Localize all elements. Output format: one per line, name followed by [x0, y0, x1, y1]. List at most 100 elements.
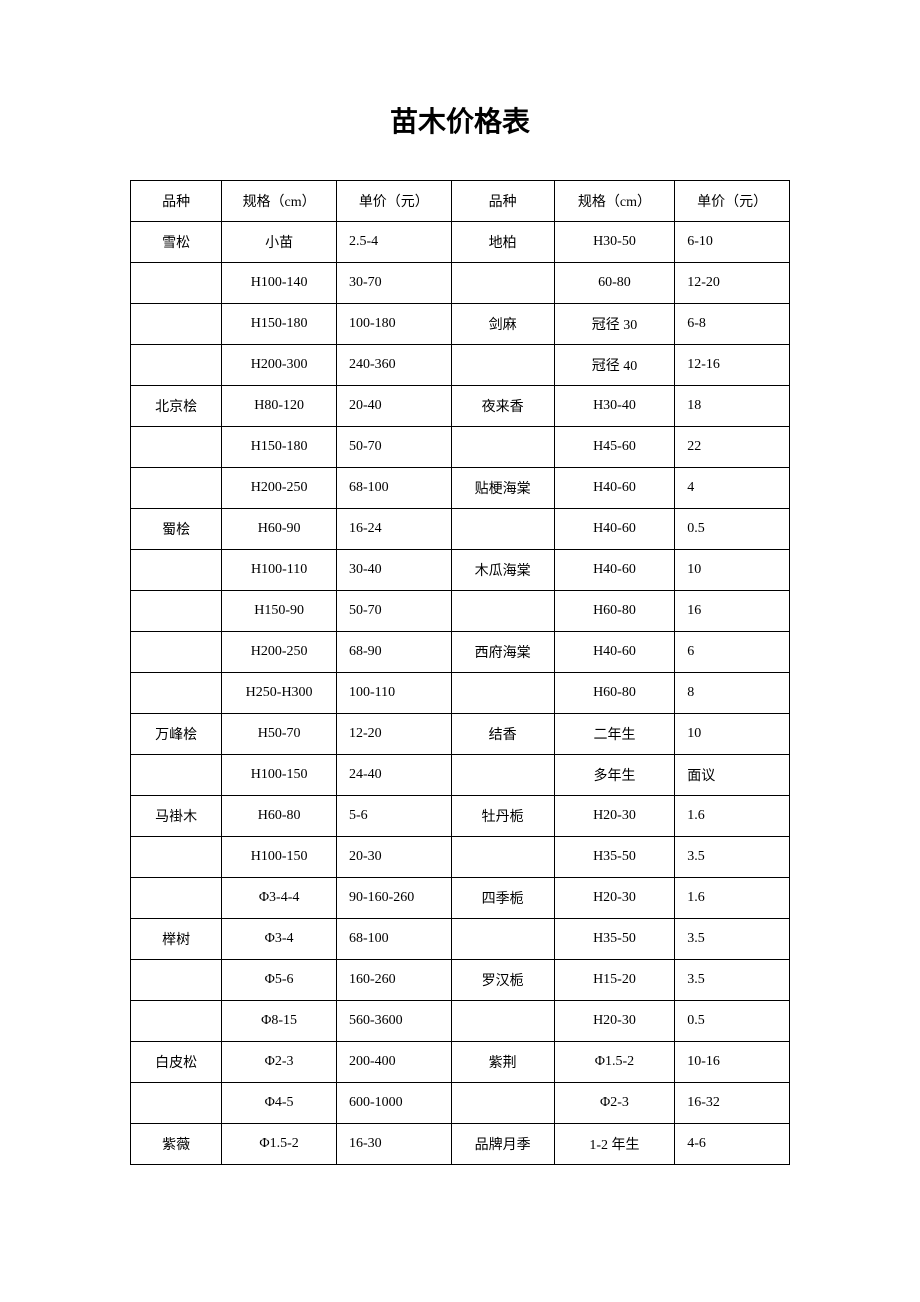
table-cell: 4	[675, 468, 790, 509]
table-cell: 蜀桧	[131, 509, 222, 550]
table-cell: H30-50	[554, 222, 675, 263]
table-cell	[131, 755, 222, 796]
table-cell	[451, 591, 554, 632]
table-cell: 100-110	[336, 673, 451, 714]
table-cell: 4-6	[675, 1124, 790, 1165]
table-cell	[131, 263, 222, 304]
price-table: 品种规格（cm）单价（元）品种规格（cm）单价（元）雪松小苗2.5-4地柏H30…	[130, 180, 790, 1165]
table-cell: H20-30	[554, 1001, 675, 1042]
table-cell: 面议	[675, 755, 790, 796]
table-cell	[451, 1001, 554, 1042]
table-cell: 8	[675, 673, 790, 714]
table-row: 北京桧H80-12020-40夜来香H30-4018	[131, 386, 790, 427]
table-row: H250-H300100-110H60-808	[131, 673, 790, 714]
table-cell	[131, 632, 222, 673]
table-cell: Φ3-4	[222, 919, 337, 960]
table-cell: Φ1.5-2	[222, 1124, 337, 1165]
table-row: H100-14030-7060-8012-20	[131, 263, 790, 304]
table-cell: H150-90	[222, 591, 337, 632]
table-cell	[131, 304, 222, 345]
table-cell: H200-300	[222, 345, 337, 386]
table-cell: 紫薇	[131, 1124, 222, 1165]
table-cell: 夜来香	[451, 386, 554, 427]
table-cell: H40-60	[554, 632, 675, 673]
table-cell: 0.5	[675, 509, 790, 550]
table-cell: Φ1.5-2	[554, 1042, 675, 1083]
table-cell: H40-60	[554, 468, 675, 509]
table-cell: 30-40	[336, 550, 451, 591]
table-cell	[451, 509, 554, 550]
table-cell	[131, 1083, 222, 1124]
table-header-cell: 单价（元）	[336, 181, 451, 222]
table-cell: 16-30	[336, 1124, 451, 1165]
table-cell: 68-100	[336, 468, 451, 509]
table-cell: Φ4-5	[222, 1083, 337, 1124]
table-cell: H250-H300	[222, 673, 337, 714]
table-row: Φ8-15560-3600H20-300.5	[131, 1001, 790, 1042]
table-cell: 罗汉栀	[451, 960, 554, 1001]
table-cell: H100-150	[222, 755, 337, 796]
table-cell: 马褂木	[131, 796, 222, 837]
table-cell	[131, 550, 222, 591]
table-cell	[131, 1001, 222, 1042]
table-cell: H150-180	[222, 304, 337, 345]
table-cell: 2.5-4	[336, 222, 451, 263]
table-cell: 万峰桧	[131, 714, 222, 755]
table-header-cell: 品种	[451, 181, 554, 222]
table-cell: 6-8	[675, 304, 790, 345]
table-cell: 600-1000	[336, 1083, 451, 1124]
table-cell	[131, 591, 222, 632]
table-cell: 小苗	[222, 222, 337, 263]
table-row: H100-11030-40木瓜海棠H40-6010	[131, 550, 790, 591]
table-cell	[451, 1083, 554, 1124]
table-cell: 68-100	[336, 919, 451, 960]
table-cell: H100-150	[222, 837, 337, 878]
table-cell: 68-90	[336, 632, 451, 673]
table-cell: 品牌月季	[451, 1124, 554, 1165]
table-cell: 贴梗海棠	[451, 468, 554, 509]
table-row: 万峰桧H50-7012-20结香二年生10	[131, 714, 790, 755]
table-cell	[451, 919, 554, 960]
table-cell: 560-3600	[336, 1001, 451, 1042]
table-cell: H35-50	[554, 837, 675, 878]
table-cell	[131, 837, 222, 878]
table-body: 品种规格（cm）单价（元）品种规格（cm）单价（元）雪松小苗2.5-4地柏H30…	[131, 181, 790, 1165]
table-cell: 30-70	[336, 263, 451, 304]
table-row: 雪松小苗2.5-4地柏H30-506-10	[131, 222, 790, 263]
page-title: 苗木价格表	[130, 100, 790, 140]
table-cell: H45-60	[554, 427, 675, 468]
table-cell: 160-260	[336, 960, 451, 1001]
table-cell: 10	[675, 714, 790, 755]
table-cell	[451, 755, 554, 796]
table-cell: H20-30	[554, 796, 675, 837]
table-cell: 12-20	[336, 714, 451, 755]
table-row: H150-9050-70H60-8016	[131, 591, 790, 632]
table-cell: H60-80	[554, 591, 675, 632]
table-cell: 地柏	[451, 222, 554, 263]
table-cell: H40-60	[554, 509, 675, 550]
table-row: H150-180100-180剑麻冠径 306-8	[131, 304, 790, 345]
table-cell: 24-40	[336, 755, 451, 796]
table-cell	[451, 345, 554, 386]
table-cell: 60-80	[554, 263, 675, 304]
table-cell	[131, 673, 222, 714]
table-cell: 22	[675, 427, 790, 468]
table-row: H200-300240-360冠径 4012-16	[131, 345, 790, 386]
table-cell: 16-24	[336, 509, 451, 550]
table-cell: 3.5	[675, 919, 790, 960]
table-cell: 50-70	[336, 427, 451, 468]
table-row: 榉树Φ3-468-100H35-503.5	[131, 919, 790, 960]
table-cell: H40-60	[554, 550, 675, 591]
table-header-row: 品种规格（cm）单价（元）品种规格（cm）单价（元）	[131, 181, 790, 222]
table-cell: H20-30	[554, 878, 675, 919]
table-cell: 冠径 40	[554, 345, 675, 386]
table-cell: 100-180	[336, 304, 451, 345]
table-cell: 西府海棠	[451, 632, 554, 673]
table-cell	[131, 468, 222, 509]
table-cell: 剑麻	[451, 304, 554, 345]
table-cell: H30-40	[554, 386, 675, 427]
table-cell: Φ2-3	[554, 1083, 675, 1124]
table-cell: Φ8-15	[222, 1001, 337, 1042]
table-cell	[451, 673, 554, 714]
table-row: 白皮松Φ2-3200-400紫荆Φ1.5-210-16	[131, 1042, 790, 1083]
